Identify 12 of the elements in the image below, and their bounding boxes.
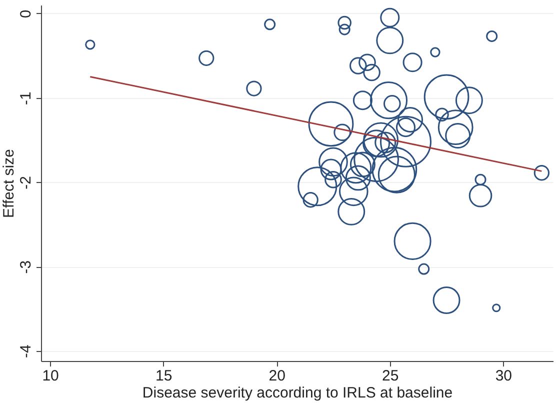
x-tick-label: 25 xyxy=(382,368,399,384)
y-tick-label: -4 xyxy=(18,344,34,358)
y-tick-label: 0 xyxy=(18,10,34,18)
y-tick-label: -2 xyxy=(18,176,34,190)
x-axis-title: Disease severity according to IRLS at baseline xyxy=(142,384,453,402)
x-tick-label: 10 xyxy=(42,368,59,384)
y-axis-title: Effect size xyxy=(0,149,18,218)
x-tick-label: 30 xyxy=(495,368,512,384)
x-tick-label: 15 xyxy=(155,368,172,384)
y-tick-label: -1 xyxy=(18,92,34,105)
y-tick-label: -3 xyxy=(18,260,34,274)
x-tick-label: 20 xyxy=(268,368,286,384)
